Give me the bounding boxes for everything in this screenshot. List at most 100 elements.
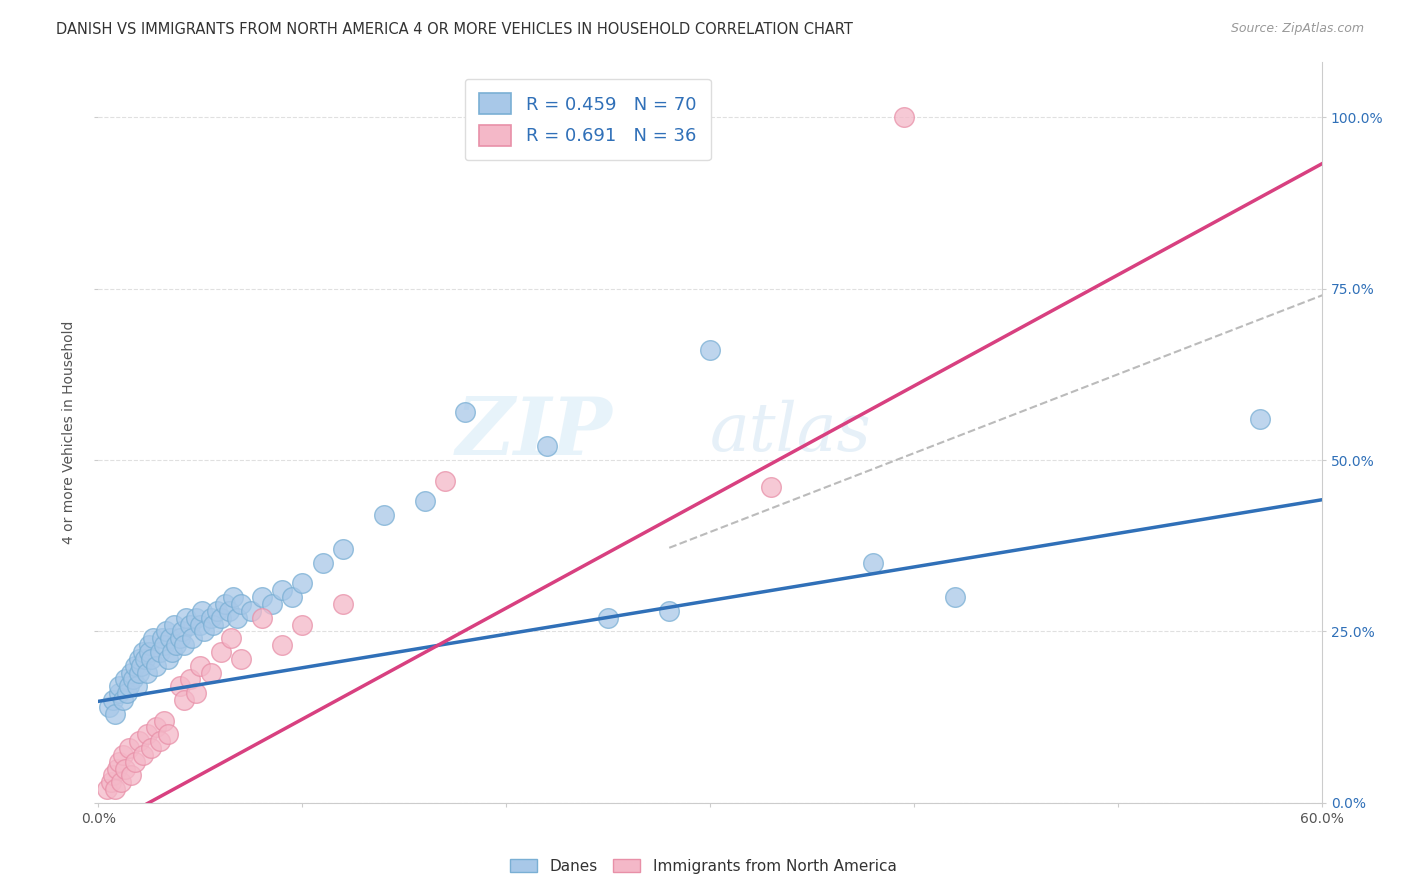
Point [209, 645, 232, 659]
Point [201, 617, 224, 632]
Point [120, 768, 142, 782]
Point [332, 597, 354, 611]
Point [155, 624, 177, 639]
Text: Source: ZipAtlas.com: Source: ZipAtlas.com [1230, 22, 1364, 36]
Point [108, 686, 131, 700]
Point [454, 405, 477, 419]
Point [226, 610, 249, 624]
Point [105, 762, 128, 776]
Point [127, 679, 149, 693]
Point [173, 693, 195, 707]
Point [219, 632, 242, 646]
Point [222, 590, 245, 604]
Text: DANISH VS IMMIGRANTS FROM NORTH AMERICA 4 OR MORE VEHICLES IN HOUSEHOLD CORRELAT: DANISH VS IMMIGRANTS FROM NORTH AMERICA … [56, 22, 853, 37]
Point [104, 706, 127, 721]
Point [943, 590, 966, 604]
Point [100, 775, 122, 789]
Point [124, 658, 146, 673]
Point [186, 686, 208, 700]
Point [111, 693, 134, 707]
Point [97, 699, 120, 714]
Point [128, 734, 150, 748]
Point [658, 604, 681, 618]
Point [150, 632, 173, 646]
Legend: R = 0.459   N = 70, R = 0.691   N = 36: R = 0.459 N = 70, R = 0.691 N = 36 [464, 78, 711, 161]
Point [96, 782, 118, 797]
Point [312, 556, 335, 570]
Point [120, 665, 142, 680]
Point [145, 720, 167, 734]
Point [111, 747, 134, 762]
Point [200, 610, 222, 624]
Text: atlas: atlas [710, 400, 872, 466]
Point [174, 610, 197, 624]
Point [110, 775, 132, 789]
Point [134, 652, 156, 666]
Point [115, 686, 138, 700]
Point [114, 673, 136, 687]
Point [138, 645, 160, 659]
Point [149, 645, 172, 659]
Point [291, 617, 314, 632]
Legend: Danes, Immigrants from North America: Danes, Immigrants from North America [503, 853, 903, 880]
Point [169, 679, 191, 693]
Point [218, 604, 240, 618]
Point [240, 604, 263, 618]
Point [156, 727, 179, 741]
Point [536, 439, 558, 453]
Point [129, 658, 152, 673]
Point [160, 645, 183, 659]
Point [862, 556, 884, 570]
Point [598, 610, 620, 624]
Point [893, 110, 915, 124]
Point [173, 638, 195, 652]
Point [152, 638, 174, 652]
Point [108, 755, 131, 769]
Point [142, 632, 165, 646]
Point [101, 768, 124, 782]
Point [118, 679, 141, 693]
Point [132, 747, 155, 762]
Point [128, 652, 150, 666]
Point [250, 610, 273, 624]
Point [205, 604, 228, 618]
Point [138, 638, 160, 652]
Point [170, 624, 193, 639]
Point [179, 673, 201, 687]
Point [373, 508, 395, 522]
Point [145, 658, 167, 673]
Point [761, 480, 783, 494]
Point [108, 679, 131, 693]
Point [118, 741, 141, 756]
Point [413, 494, 436, 508]
Point [191, 604, 214, 618]
Point [209, 610, 232, 624]
Point [332, 542, 354, 557]
Point [250, 590, 273, 604]
Point [188, 658, 212, 673]
Point [188, 617, 212, 632]
Point [141, 741, 163, 756]
Point [159, 632, 181, 646]
Point [165, 638, 187, 652]
Point [270, 583, 294, 598]
Point [122, 673, 145, 687]
Y-axis label: 4 or more Vehicles in Household: 4 or more Vehicles in Household [62, 321, 76, 544]
Point [124, 755, 146, 769]
Point [163, 617, 186, 632]
Point [186, 610, 208, 624]
Point [136, 727, 159, 741]
Point [214, 597, 236, 611]
Point [231, 652, 253, 666]
Point [104, 782, 127, 797]
Point [200, 665, 222, 680]
Point [152, 714, 174, 728]
Point [136, 665, 159, 680]
Point [260, 597, 283, 611]
Point [193, 624, 215, 639]
Point [141, 652, 163, 666]
Point [270, 638, 294, 652]
Point [181, 632, 204, 646]
Point [156, 652, 179, 666]
Point [128, 665, 150, 680]
